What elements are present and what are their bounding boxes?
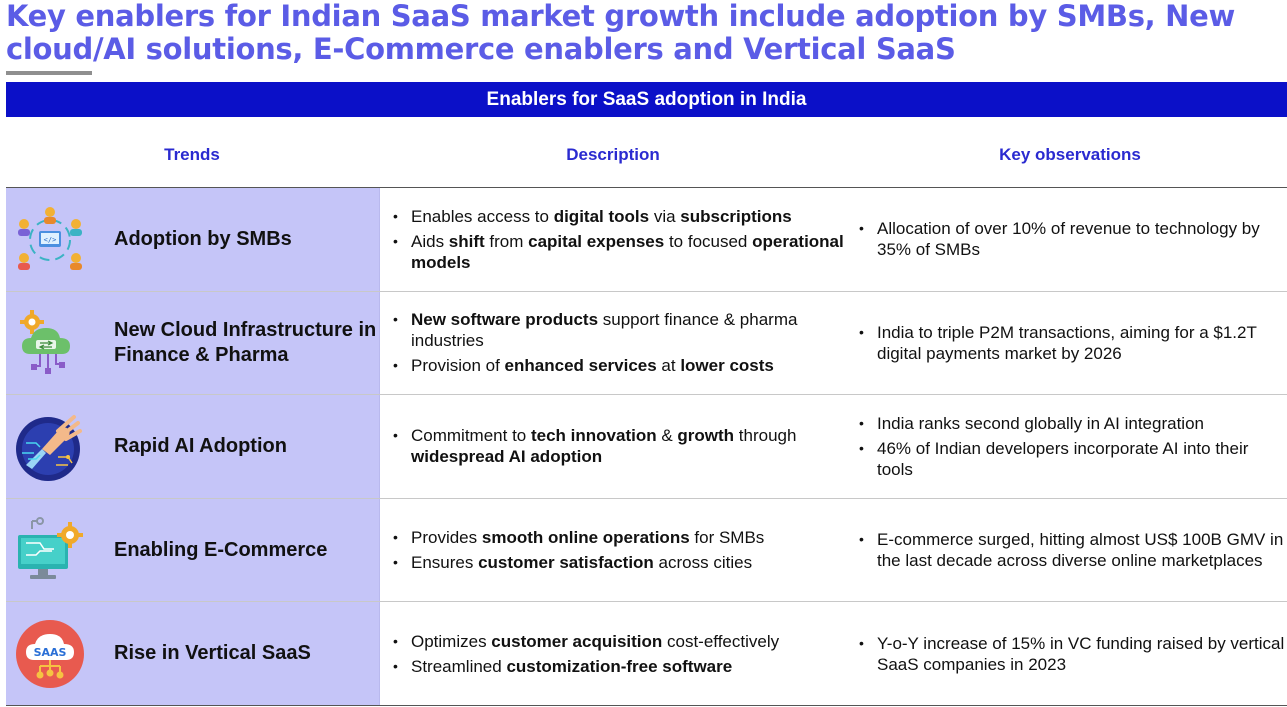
observations-cell: Y-o-Y increase of 15% in VC funding rais… xyxy=(857,602,1287,705)
text-run: cost-effectively xyxy=(662,631,780,651)
bullet-item: Aids shift from capital expenses to focu… xyxy=(391,231,851,273)
bold-text: lower costs xyxy=(680,356,774,376)
text-run: E-commerce surged, hitting almost US$ 10… xyxy=(877,530,1284,571)
observations-cell: E-commerce surged, hitting almost US$ 10… xyxy=(857,499,1287,602)
text-run: 46% of Indian developers incorporate AI … xyxy=(877,438,1249,479)
observations-cell: India to triple P2M transactions, aiming… xyxy=(857,292,1287,395)
bold-text: growth xyxy=(677,426,735,446)
title-underline xyxy=(6,71,92,75)
bold-text: capital expenses xyxy=(528,231,665,251)
bold-text: customer acquisition xyxy=(491,631,663,651)
svg-text:</>: </> xyxy=(44,236,57,244)
table-row: New Cloud Infrastructure in Finance & Ph… xyxy=(6,291,1287,396)
trend-label: Enabling E-Commerce xyxy=(114,538,328,561)
enablers-table: </> Adoption by SMBs Enables access to d… xyxy=(6,187,1287,706)
column-header-observations: Key observations xyxy=(999,145,1141,164)
text-run: for SMBs xyxy=(689,528,765,548)
trend-cell: Enabling E-Commerce xyxy=(6,498,380,602)
trend-label: Rapid AI Adoption xyxy=(114,434,287,457)
people-network-icon: </> xyxy=(18,207,82,270)
text-run: Provides xyxy=(411,528,482,548)
bullet-item: Streamlined customization-free software xyxy=(391,656,851,677)
bold-text: shift xyxy=(448,231,485,251)
table-row: Enabling E-Commerce Provides smooth onli… xyxy=(6,498,1287,603)
text-run: Streamlined xyxy=(411,656,507,676)
text-run: to focused xyxy=(664,231,753,251)
bold-text: enhanced services xyxy=(504,356,657,376)
bullet-item: Allocation of over 10% of revenue to tec… xyxy=(857,218,1287,260)
text-run: Aids xyxy=(411,231,449,251)
trend-label: Rise in Vertical SaaS xyxy=(114,642,311,665)
trend-cell: </> Adoption by SMBs xyxy=(6,188,380,291)
description-cell: New software products support finance & … xyxy=(391,292,851,395)
bold-text: New software products xyxy=(411,310,599,330)
text-run: via xyxy=(649,206,681,226)
table-row: </> Adoption by SMBs Enables access to d… xyxy=(6,188,1287,292)
bullet-item: 46% of Indian developers incorporate AI … xyxy=(857,438,1287,480)
column-header-trends: Trends xyxy=(164,145,220,164)
text-run: support finance & pharma industries xyxy=(411,310,798,351)
table-banner: Enablers for SaaS adoption in India xyxy=(6,82,1287,117)
ai-hand-icon xyxy=(16,415,82,482)
saas-icon-text: SAAS xyxy=(34,646,67,659)
bullet-item: Y-o-Y increase of 15% in VC funding rais… xyxy=(857,633,1287,675)
description-cell: Provides smooth online operations for SM… xyxy=(391,499,851,602)
trend-label: Adoption by SMBs xyxy=(114,227,292,250)
text-run: through xyxy=(734,426,797,446)
description-cell: Commitment to tech innovation & growth t… xyxy=(391,395,851,498)
text-run: Provision of xyxy=(411,356,505,376)
bullet-item: Provides smooth online operations for SM… xyxy=(391,527,851,548)
bullet-item: E-commerce surged, hitting almost US$ 10… xyxy=(857,529,1287,571)
text-run: India to triple P2M transactions, aiming… xyxy=(877,322,1257,363)
table-row: Rapid AI Adoption Commitment to tech inn… xyxy=(6,395,1287,499)
description-cell: Optimizes customer acquisition cost-effe… xyxy=(391,602,851,705)
text-run: Commitment to xyxy=(411,426,531,446)
bullet-item: India to triple P2M transactions, aiming… xyxy=(857,322,1287,364)
observations-cell: Allocation of over 10% of revenue to tec… xyxy=(857,188,1287,291)
column-header-description: Description xyxy=(566,145,660,164)
trend-cell: New Cloud Infrastructure in Finance & Ph… xyxy=(6,291,380,395)
text-run: from xyxy=(484,231,529,251)
trend-cell: Rapid AI Adoption xyxy=(6,395,380,498)
cloud-gear-icon xyxy=(20,309,70,374)
text-run: at xyxy=(656,356,681,376)
bold-text: operational models xyxy=(411,231,844,272)
text-run: across cities xyxy=(653,553,753,573)
bold-text: customization-free software xyxy=(506,656,733,676)
bold-text: digital tools xyxy=(553,206,650,226)
text-run: India ranks second globally in AI integr… xyxy=(877,413,1204,433)
bullet-item: India ranks second globally in AI integr… xyxy=(857,413,1287,434)
bold-text: subscriptions xyxy=(680,206,792,226)
bold-text: smooth online operations xyxy=(481,528,690,548)
bold-text: customer satisfaction xyxy=(478,553,654,573)
text-run: & xyxy=(656,426,678,446)
table-row: SAAS Rise in Vertical SaaS Optimizes cus… xyxy=(6,602,1287,706)
bullet-item: Provision of enhanced services at lower … xyxy=(391,355,851,376)
bullet-item: Ensures customer satisfaction across cit… xyxy=(391,552,851,573)
bullet-item: New software products support finance & … xyxy=(391,309,851,351)
bullet-item: Optimizes customer acquisition cost-effe… xyxy=(391,631,851,652)
observations-cell: India ranks second globally in AI integr… xyxy=(857,395,1287,498)
trend-cell: SAAS Rise in Vertical SaaS xyxy=(6,602,380,705)
bullet-item: Enables access to digital tools via subs… xyxy=(391,206,851,227)
text-run: Enables access to xyxy=(411,206,554,226)
text-run: Optimizes xyxy=(411,631,492,651)
trend-label: New Cloud Infrastructure in Finance & Ph… xyxy=(114,318,377,366)
monitor-gear-icon xyxy=(18,516,83,579)
text-run: Allocation of over 10% of revenue to tec… xyxy=(877,219,1260,260)
bold-text: tech innovation xyxy=(530,426,657,446)
saas-cloud-icon: SAAS xyxy=(16,620,84,689)
description-cell: Enables access to digital tools via subs… xyxy=(391,188,851,291)
bullet-item: Commitment to tech innovation & growth t… xyxy=(391,425,851,467)
page-title: Key enablers for Indian SaaS market grow… xyxy=(6,0,1236,66)
bold-text: widespread AI adoption xyxy=(411,447,603,467)
text-run: Ensures xyxy=(411,553,479,573)
text-run: Y-o-Y increase of 15% in VC funding rais… xyxy=(877,633,1285,674)
